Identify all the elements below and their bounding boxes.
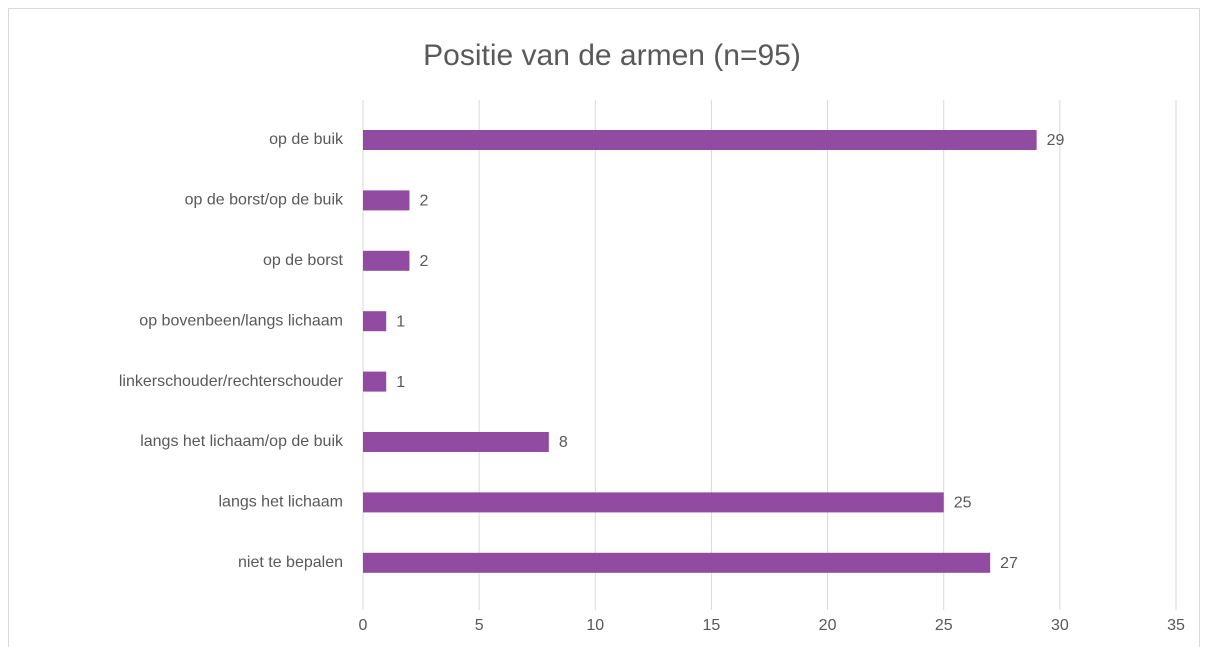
y-tick-label: niet te bepalen (238, 554, 343, 571)
data-label: 2 (419, 253, 428, 270)
bar (363, 190, 410, 211)
y-tick-label: op bovenbeen/langs lichaam (139, 312, 343, 329)
x-tick-label: 20 (819, 617, 837, 634)
y-tick-label: op de buik (269, 131, 344, 148)
data-label: 1 (396, 374, 405, 391)
x-tick-label: 0 (359, 617, 368, 634)
data-label: 8 (559, 434, 568, 451)
data-label: 1 (396, 313, 405, 330)
x-tick-label: 35 (1167, 617, 1185, 634)
chart-border (8, 8, 1200, 647)
y-tick-label: op de borst (263, 252, 344, 269)
data-label: 2 (419, 193, 428, 210)
bar (363, 552, 991, 573)
x-tick-label: 25 (935, 617, 953, 634)
bar (363, 311, 387, 332)
bar (363, 492, 944, 513)
bar (363, 371, 387, 392)
x-tick-label: 15 (703, 617, 721, 634)
bar (363, 130, 1037, 150)
y-tick-label: langs het lichaam/op de buik (140, 433, 344, 450)
data-label: 25 (954, 495, 972, 512)
y-tick-label: op de borst/op de buik (185, 192, 344, 209)
data-label: 27 (1000, 555, 1018, 572)
x-tick-label: 5 (475, 617, 484, 634)
bar (363, 250, 410, 271)
data-label: 29 (1047, 132, 1065, 149)
y-tick-label: langs het lichaam (218, 494, 343, 511)
x-tick-label: 10 (586, 617, 604, 634)
bar (363, 432, 549, 452)
chart-title: Positie van de armen (n=95) (423, 39, 801, 72)
x-tick-label: 30 (1051, 617, 1069, 634)
y-tick-label: linkerschouder/rechterschouder (119, 373, 344, 390)
